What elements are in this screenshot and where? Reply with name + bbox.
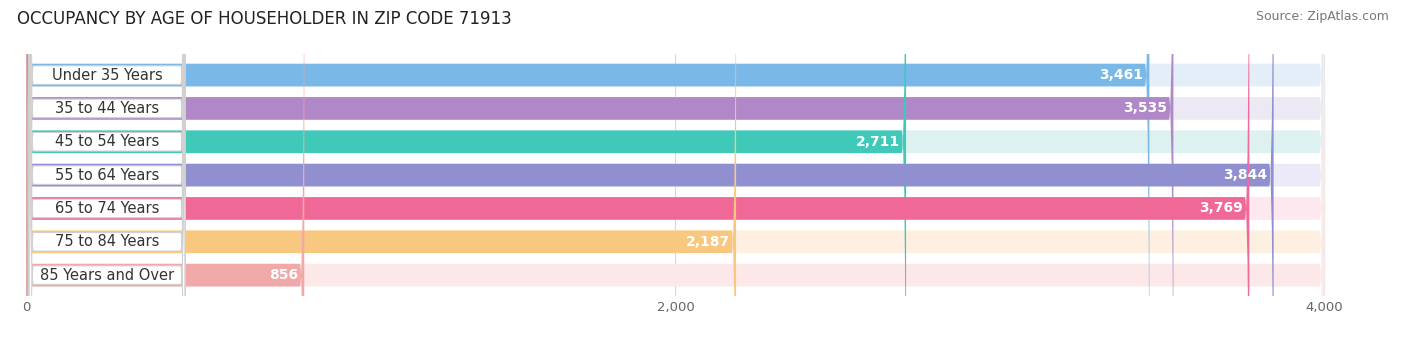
FancyBboxPatch shape	[27, 0, 1324, 340]
Text: 65 to 74 Years: 65 to 74 Years	[55, 201, 159, 216]
Text: 856: 856	[269, 268, 298, 282]
FancyBboxPatch shape	[30, 0, 186, 340]
FancyBboxPatch shape	[27, 0, 304, 340]
FancyBboxPatch shape	[27, 0, 737, 340]
FancyBboxPatch shape	[30, 0, 186, 340]
FancyBboxPatch shape	[30, 0, 186, 340]
Text: 75 to 84 Years: 75 to 84 Years	[55, 234, 159, 249]
Text: Under 35 Years: Under 35 Years	[52, 68, 163, 83]
FancyBboxPatch shape	[27, 0, 905, 340]
FancyBboxPatch shape	[27, 0, 1324, 340]
FancyBboxPatch shape	[30, 0, 186, 340]
FancyBboxPatch shape	[27, 0, 1274, 340]
FancyBboxPatch shape	[27, 0, 1324, 340]
FancyBboxPatch shape	[27, 0, 1324, 340]
FancyBboxPatch shape	[30, 0, 186, 340]
FancyBboxPatch shape	[27, 0, 1149, 340]
Text: 3,535: 3,535	[1123, 101, 1167, 115]
FancyBboxPatch shape	[27, 0, 1324, 340]
Text: 3,844: 3,844	[1223, 168, 1267, 182]
Text: 85 Years and Over: 85 Years and Over	[39, 268, 174, 283]
Text: 55 to 64 Years: 55 to 64 Years	[55, 168, 159, 183]
FancyBboxPatch shape	[30, 0, 186, 340]
Text: Source: ZipAtlas.com: Source: ZipAtlas.com	[1256, 10, 1389, 23]
Text: 3,769: 3,769	[1199, 201, 1243, 216]
FancyBboxPatch shape	[27, 0, 1324, 340]
Text: 2,187: 2,187	[686, 235, 730, 249]
FancyBboxPatch shape	[27, 0, 1250, 340]
Text: OCCUPANCY BY AGE OF HOUSEHOLDER IN ZIP CODE 71913: OCCUPANCY BY AGE OF HOUSEHOLDER IN ZIP C…	[17, 10, 512, 28]
Text: 2,711: 2,711	[855, 135, 900, 149]
Text: 45 to 54 Years: 45 to 54 Years	[55, 134, 159, 149]
Text: 3,461: 3,461	[1099, 68, 1143, 82]
FancyBboxPatch shape	[27, 0, 1324, 340]
FancyBboxPatch shape	[30, 0, 186, 340]
FancyBboxPatch shape	[27, 0, 1174, 340]
Text: 35 to 44 Years: 35 to 44 Years	[55, 101, 159, 116]
